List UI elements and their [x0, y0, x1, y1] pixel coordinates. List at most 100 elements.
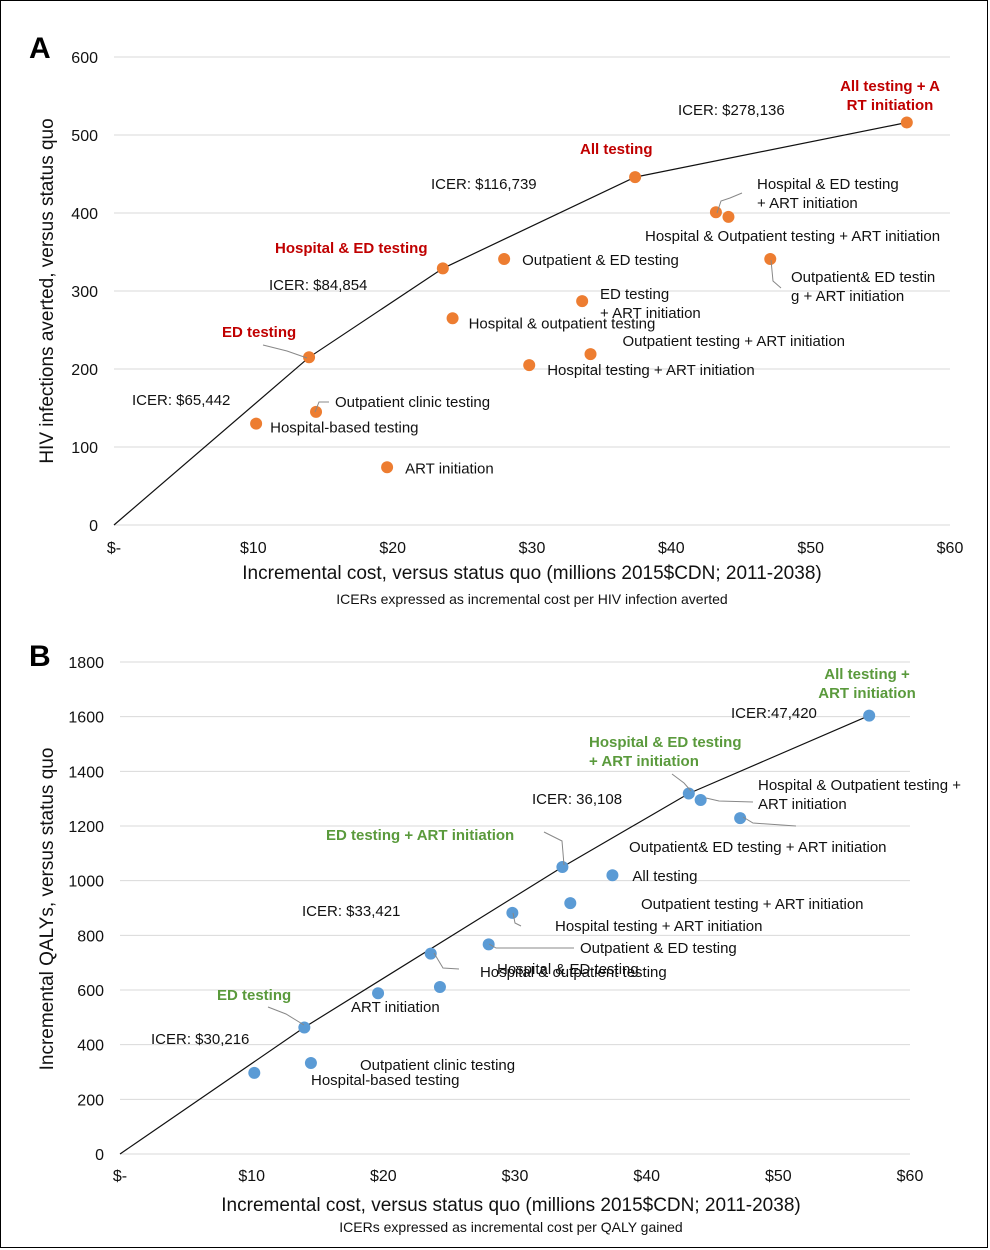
data-point	[734, 812, 747, 825]
data-point	[682, 787, 695, 800]
point-label: Outpatient testing + ART initiation	[641, 896, 864, 913]
icer-note: ICERs expressed as incremental cost per …	[336, 591, 727, 607]
point-label: Hospital-based testing	[311, 1072, 459, 1089]
data-point	[694, 794, 707, 807]
point-label: All testing + ART initiation	[818, 666, 916, 702]
y-tick-label: 1400	[68, 764, 104, 781]
point-label: Hospital & outpatient testing	[480, 964, 667, 981]
x-axis-title: Incremental cost, versus status quo (mil…	[242, 563, 821, 584]
data-point	[248, 1066, 261, 1079]
point-label: ART initiation	[405, 460, 494, 477]
point-label: Hospital & Outpatient testing + ART initi…	[758, 777, 961, 813]
point-label: ED testing	[222, 324, 296, 341]
data-point	[556, 861, 569, 873]
y-tick-label: 600	[71, 50, 98, 67]
data-point	[576, 295, 589, 308]
point-label: ART initiation	[351, 999, 440, 1016]
point-label: Outpatient clinic testing	[335, 394, 490, 411]
point-label: Outpatient& ED testing + ART initiation	[629, 839, 887, 856]
data-point	[498, 253, 511, 266]
icer-annotation: ICER: $33,421	[302, 903, 400, 920]
y-tick-label: 200	[71, 362, 98, 379]
point-label: Hospital & ED testing + ART initiation	[757, 176, 899, 212]
point-label: Hospital & Outpatient testing + ART init…	[645, 228, 940, 245]
icer-note: ICERs expressed as incremental cost per …	[339, 1219, 682, 1235]
data-point	[564, 897, 577, 910]
y-tick-label: 500	[71, 128, 98, 145]
icer-annotation: ICER: $84,854	[269, 277, 367, 294]
point-label: ED testing + ART initiation	[600, 286, 701, 322]
data-point	[298, 1021, 311, 1034]
x-tick-label: $-	[107, 540, 121, 557]
data-point	[381, 461, 394, 474]
y-axis-title: HIV infections averted, versus status qu…	[37, 118, 58, 463]
point-label: ED testing + ART initiation	[326, 827, 514, 844]
data-point	[900, 116, 913, 129]
x-tick-label: $40	[658, 540, 685, 557]
y-tick-label: 800	[77, 928, 104, 945]
x-tick-label: $60	[897, 1168, 924, 1185]
x-tick-label: $40	[633, 1168, 660, 1185]
data-point	[606, 869, 619, 882]
data-point	[436, 262, 449, 275]
point-label: ED testing	[217, 987, 291, 1004]
x-tick-label: $30	[502, 1168, 529, 1185]
label-leader-line	[262, 344, 308, 359]
icer-annotation: ICER:47,420	[731, 705, 817, 722]
label-leader-line	[671, 773, 692, 792]
x-tick-label: $10	[238, 1168, 265, 1185]
data-point	[506, 906, 519, 919]
data-point	[433, 980, 446, 993]
label-leader-line	[488, 943, 574, 949]
y-tick-label: 1000	[68, 874, 104, 891]
x-tick-label: $50	[765, 1168, 792, 1185]
data-point	[372, 987, 385, 1000]
y-tick-label: 600	[77, 983, 104, 1000]
point-label: Hospital & ED testing + ART initiation	[589, 734, 742, 770]
data-point	[304, 1056, 317, 1069]
icer-annotation: ICER: $65,442	[132, 392, 230, 409]
x-tick-label: $10	[240, 540, 267, 557]
y-axis-title: Incremental QALYs, versus status quo	[37, 748, 58, 1071]
point-label: Hospital & ED testing	[497, 961, 639, 978]
y-tick-label: 1200	[68, 819, 104, 836]
x-tick-label: $20	[379, 540, 406, 557]
label-leader-line	[433, 952, 460, 970]
point-label: Hospital & ED testing	[275, 240, 428, 257]
label-leader-line	[512, 912, 522, 927]
point-label: All testing	[632, 868, 697, 885]
label-leader-line	[314, 401, 329, 413]
data-point	[446, 312, 459, 325]
label-leader-line	[705, 797, 754, 803]
y-tick-label: 100	[71, 440, 98, 457]
y-tick-label: 0	[89, 518, 98, 535]
panel-letter-b: B	[29, 640, 51, 673]
y-tick-label: 200	[77, 1092, 104, 1109]
data-point	[303, 351, 316, 364]
data-point	[482, 938, 495, 951]
icer-annotation: ICER: $278,136	[678, 102, 785, 119]
point-label: Hospital-based testing	[270, 420, 418, 437]
point-label: All testing + A RT initiation	[840, 78, 940, 114]
point-label: All testing	[580, 141, 653, 158]
y-tick-label: 300	[71, 284, 98, 301]
data-point	[863, 709, 876, 722]
x-tick-label: $-	[113, 1168, 127, 1185]
icer-annotation: ICER: $30,216	[151, 1031, 249, 1048]
x-axis-title: Incremental cost, versus status quo (mil…	[221, 1195, 800, 1216]
point-label: Outpatient & ED testing	[522, 252, 679, 269]
y-tick-label: 400	[77, 1038, 104, 1055]
panel-letter-a: A	[29, 32, 51, 65]
icer-annotation: ICER: 36,108	[532, 791, 622, 808]
data-point	[722, 210, 735, 223]
y-tick-label: 1600	[68, 710, 104, 727]
data-point	[523, 359, 536, 372]
label-leader-line	[770, 259, 782, 289]
point-label: Outpatient testing + ART initiation	[623, 333, 846, 350]
data-point	[424, 947, 437, 960]
point-label: Hospital testing + ART initiation	[547, 362, 754, 379]
label-leader-line	[267, 1006, 305, 1026]
x-tick-label: $20	[370, 1168, 397, 1185]
